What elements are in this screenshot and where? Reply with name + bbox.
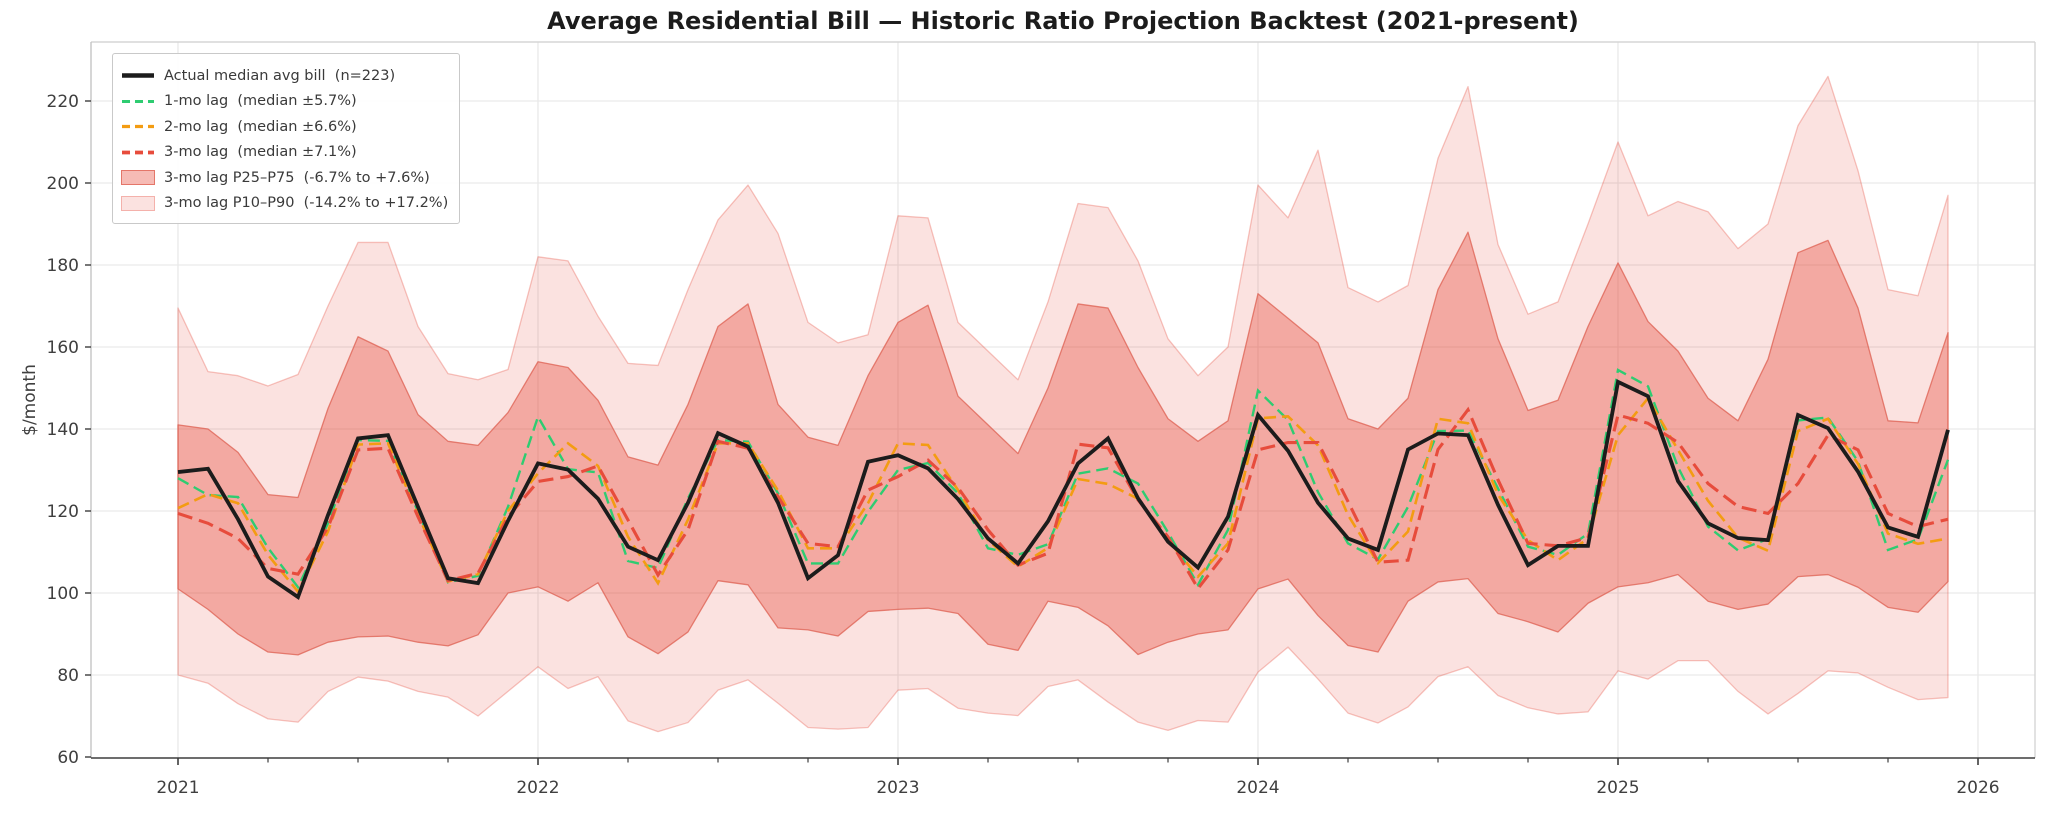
- y-tick-label: 80: [57, 666, 79, 686]
- y-tick-label: 120: [47, 502, 79, 522]
- y-tick-label: 100: [47, 584, 79, 604]
- 3-mo-lag-line: [177, 406, 1949, 592]
- legend-item-p25-p75-band: 3-mo lag P25–P75 (-6.7% to +7.6%): [121, 165, 449, 191]
- legend-swatch-2mo-dashed-line: [121, 119, 155, 134]
- x-tick-label: 2022: [516, 778, 559, 798]
- x-tick-label: 2023: [876, 778, 919, 798]
- legend-label: 3-mo lag (median ±7.1%): [164, 144, 357, 160]
- y-tick-label: 180: [47, 256, 79, 276]
- y-tick-label: 220: [47, 92, 79, 112]
- legend-item-1mo-lag: 1-mo lag (median ±5.7%): [121, 89, 449, 115]
- legend-swatch-p10-p90-band: [121, 195, 155, 211]
- legend-swatch-actual-line: [121, 68, 155, 83]
- legend-swatch-1mo-dashed-line: [121, 94, 155, 109]
- x-tick-label: 2026: [1956, 778, 1999, 798]
- y-tick-label: 200: [47, 174, 79, 194]
- p10-p90-band: [177, 75, 1949, 733]
- legend-label: Actual median avg bill (n=223): [164, 67, 396, 84]
- legend-item-3mo-lag: 3-mo lag (median ±7.1%): [121, 140, 449, 166]
- legend-item-2mo-lag: 2-mo lag (median ±6.6%): [121, 114, 449, 140]
- y-tick-label: 60: [57, 748, 79, 768]
- legend-label: 3-mo lag P10–P90 (-14.2% to +17.2%): [164, 195, 449, 211]
- y-axis-label: $/month: [20, 364, 40, 436]
- p25-p75-band: [177, 231, 1949, 656]
- x-tick-label: 2021: [156, 778, 199, 798]
- legend-item-p10-p90-band: 3-mo lag P10–P90 (-14.2% to +17.2%): [121, 191, 449, 217]
- x-tick-label: 2024: [1236, 778, 1279, 798]
- y-tick-label: 140: [47, 420, 79, 440]
- chart-title: Average Residential Bill — Historic Rati…: [547, 7, 1579, 35]
- legend-swatch-p25-p75-band: [121, 170, 155, 186]
- legend-label: 2-mo lag (median ±6.6%): [164, 118, 357, 135]
- actual-line: [177, 379, 1950, 601]
- 1-mo-lag-line: [177, 368, 1950, 590]
- legend-label: 3-mo lag P25–P75 (-6.7% to +7.6%): [164, 169, 430, 186]
- legend-item-actual: Actual median avg bill (n=223): [121, 63, 449, 89]
- legend-swatch-3mo-dashed-line: [121, 145, 155, 160]
- legend-label: 1-mo lag (median ±5.7%): [164, 93, 357, 109]
- y-tick-label: 160: [47, 338, 79, 358]
- x-tick-label: 2025: [1596, 778, 1639, 798]
- legend: Actual median avg bill (n=223) 1-mo lag …: [112, 53, 460, 224]
